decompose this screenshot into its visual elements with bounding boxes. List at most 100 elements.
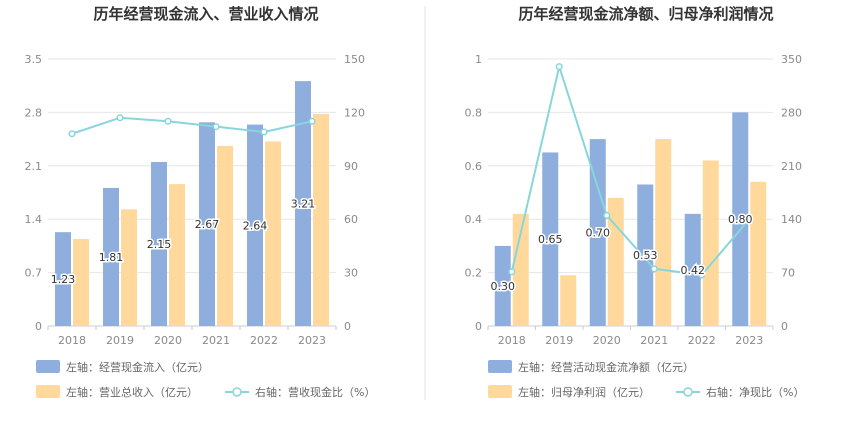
- legend-swatch-primary[interactable]: [36, 360, 60, 373]
- x-category-label: 2018: [498, 334, 526, 347]
- bar-data-label: 1.23: [51, 273, 76, 286]
- line-point: [260, 128, 268, 136]
- line-point: [308, 117, 316, 125]
- bar-primary: [247, 124, 263, 326]
- bar-secondary: [560, 275, 577, 326]
- bar-secondary: [169, 184, 185, 326]
- legend-label-line[interactable]: 右轴：营收现金比（%）: [255, 385, 375, 399]
- x-category-label: 2022: [688, 334, 716, 347]
- bar-primary: [199, 122, 215, 327]
- bar-secondary: [702, 160, 719, 326]
- y-left-tick-label: 0.2: [465, 267, 483, 280]
- y-left-tick-label: 3.5: [25, 53, 43, 66]
- legend-label-primary[interactable]: 左轴：经营活动现金流净额（亿元）: [518, 360, 694, 374]
- line-point: [555, 63, 563, 71]
- line-point: [68, 130, 76, 138]
- bar-data-label: 1.81: [99, 251, 124, 264]
- y-right-tick-label: 280: [781, 106, 802, 119]
- y-right-tick-label: 120: [344, 106, 365, 119]
- y-right-tick-label: 70: [781, 267, 795, 280]
- bar-secondary: [607, 197, 624, 326]
- x-category-label: 2021: [202, 334, 230, 347]
- y-left-tick-label: 2.1: [25, 160, 43, 173]
- bar-data-label: 2.64: [243, 219, 268, 232]
- y-left-tick-label: 0.8: [465, 106, 483, 119]
- line-point: [650, 265, 658, 273]
- legend-swatch-secondary[interactable]: [488, 385, 512, 398]
- chart-title: 历年经营现金流入、营业收入情况: [93, 5, 318, 23]
- line-point: [116, 114, 124, 122]
- legend-swatch-secondary[interactable]: [36, 385, 60, 398]
- line-point: [212, 123, 220, 131]
- y-left-tick-label: 0: [475, 320, 482, 333]
- y-left-tick-label: 1.4: [25, 213, 43, 226]
- y-right-tick-label: 210: [781, 160, 802, 173]
- legend-label-secondary[interactable]: 左轴：归母净利润（亿元）: [518, 385, 650, 399]
- bar-secondary: [73, 239, 89, 326]
- chart-title: 历年经营现金流净额、归母净利润情况: [518, 5, 773, 23]
- y-right-tick-label: 30: [344, 267, 358, 280]
- bar-primary: [151, 161, 167, 326]
- line-point: [603, 211, 611, 219]
- y-right-tick-label: 60: [344, 213, 358, 226]
- bar-data-label: 2.67: [195, 218, 220, 231]
- x-category-label: 2020: [593, 334, 621, 347]
- x-category-label: 2022: [250, 334, 278, 347]
- bar-data-label: 0.53: [633, 249, 658, 262]
- y-right-tick-label: 140: [781, 213, 802, 226]
- bar-secondary: [217, 145, 233, 326]
- y-right-tick-label: 350: [781, 53, 802, 66]
- bar-data-label: 0.80: [728, 213, 753, 226]
- legend-swatch-primary[interactable]: [488, 360, 512, 373]
- bar-secondary: [512, 213, 529, 326]
- bar-data-label: 0.65: [538, 233, 563, 246]
- bar-primary: [732, 112, 749, 327]
- y-right-tick-label: 0: [344, 320, 351, 333]
- line-point: [745, 215, 753, 223]
- x-category-label: 2019: [106, 334, 134, 347]
- bar-data-label: 0.30: [491, 280, 516, 293]
- x-category-label: 2023: [298, 334, 326, 347]
- x-category-label: 2019: [545, 334, 573, 347]
- line-point: [698, 271, 706, 279]
- legend-label-secondary[interactable]: 左轴：营业总收入（亿元）: [66, 385, 198, 399]
- y-left-tick-label: 0.7: [25, 267, 43, 280]
- bar-secondary: [655, 139, 672, 326]
- legend-label-line[interactable]: 右轴：净现比（%）: [706, 385, 804, 399]
- bar-data-label: 2.15: [147, 238, 172, 251]
- y-left-tick-label: 2.8: [25, 106, 43, 119]
- bar-primary: [103, 187, 119, 326]
- x-category-label: 2023: [735, 334, 763, 347]
- bar-primary: [295, 81, 311, 326]
- y-left-tick-label: 0.6: [465, 160, 483, 173]
- y-left-tick-label: 0: [35, 320, 42, 333]
- bar-primary: [542, 152, 559, 326]
- bar-data-label: 0.42: [681, 264, 706, 277]
- bar-primary: [55, 232, 71, 326]
- y-right-tick-label: 150: [344, 53, 365, 66]
- line-series: [71, 116, 313, 135]
- legend-swatch-line-marker[interactable]: [683, 387, 693, 397]
- y-left-tick-label: 0.4: [465, 213, 483, 226]
- bar-secondary: [265, 141, 281, 326]
- line-point: [164, 117, 172, 125]
- y-right-tick-label: 90: [344, 160, 358, 173]
- bar-data-label: 3.21: [291, 198, 316, 211]
- legend-swatch-line-marker[interactable]: [232, 387, 242, 397]
- x-category-label: 2021: [640, 334, 668, 347]
- bar-primary: [494, 245, 511, 326]
- y-right-tick-label: 0: [781, 320, 788, 333]
- legend-label-primary[interactable]: 左轴：经营现金流入（亿元）: [66, 360, 209, 374]
- line-series: [510, 62, 751, 276]
- bar-primary: [589, 139, 606, 326]
- bar-primary: [637, 184, 654, 326]
- x-category-label: 2020: [154, 334, 182, 347]
- bar-primary: [684, 213, 701, 326]
- y-left-tick-label: 1: [475, 53, 482, 66]
- bar-secondary: [313, 113, 329, 326]
- bar-secondary: [121, 209, 137, 326]
- line-point: [508, 268, 516, 276]
- bar-data-label: 0.70: [586, 227, 611, 240]
